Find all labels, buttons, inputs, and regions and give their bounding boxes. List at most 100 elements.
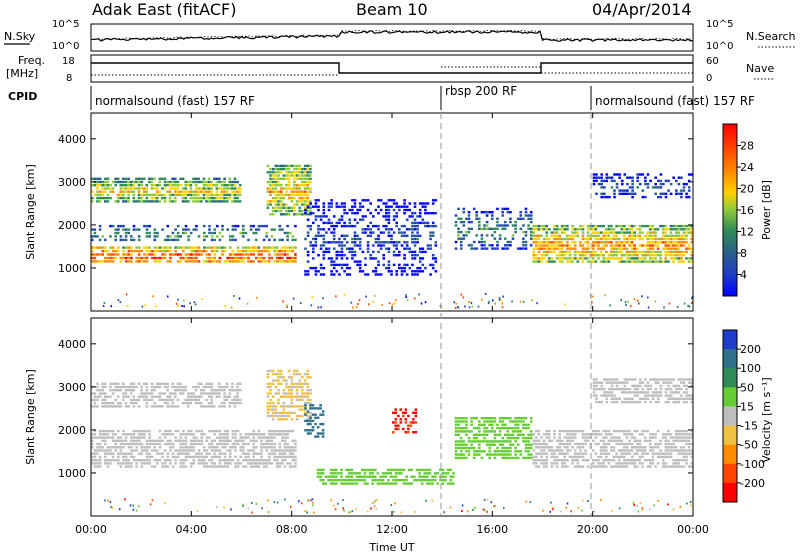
y-tick-label: 4000: [58, 133, 86, 146]
velocity-cb-block: [723, 387, 737, 407]
velocity-colorbar: 200 100 50 15 -15 -50 -100 -200 Velocity [m s⁻¹…: [722, 329, 773, 503]
mode-label-3: normalsound (fast) 157 RF: [595, 94, 755, 108]
x-tick-label: 12:00: [376, 523, 408, 536]
velocity-cb-block: [723, 349, 737, 369]
freq-tick-top: 18: [62, 56, 75, 67]
scatter-region-4: [266, 164, 312, 216]
nsearch-label: N.Search: [746, 30, 796, 43]
x-tick-label: 16:00: [476, 523, 508, 536]
x-axis-label: Time UT: [368, 541, 414, 554]
scatter-region-5: [304, 199, 438, 276]
velocity-colorbar-strip: [722, 329, 738, 503]
y-tick-label: 2000: [58, 424, 86, 437]
x-tick-label: 00:00: [677, 523, 709, 536]
velocity-cb-label: -50: [740, 439, 758, 452]
velocity-cb-block: [723, 444, 737, 465]
velocity-colorbar-ticks: 200 100 50 15 -15 -50 -100 -200: [737, 343, 765, 490]
scatter-region-5: [316, 468, 455, 485]
x-tick-label: 20:00: [577, 523, 609, 536]
y-tick-label: 2000: [58, 219, 86, 232]
velocity-cb-label: 15: [740, 400, 754, 413]
power-panel: Slant Range [km] 4000 3000 2000 1000: [24, 112, 694, 312]
velocity-panel: Slant Range [km] 4000 3000 2000 1000: [24, 317, 694, 517]
velocity-frame: [90, 317, 694, 517]
scatter-region-7: [454, 417, 533, 460]
y-tick-label: 1000: [58, 467, 86, 480]
freq-label: Freq.: [18, 54, 45, 67]
power-colorbar-strip: [722, 123, 738, 297]
noise-tick-bottom-right: 10^0: [706, 41, 733, 52]
velocity-cb-label: -200: [740, 477, 765, 490]
power-ylabel: Slant Range [km]: [24, 164, 37, 260]
velocity-cb-block: [723, 463, 737, 484]
velocity-ylabel: Slant Range [km]: [24, 369, 37, 465]
scatter-region-8: [532, 429, 693, 468]
power-colorbar-label: Power [dB]: [760, 180, 773, 240]
beam-title: Beam 10: [356, 0, 428, 19]
velocity-colorbar-label: Velocity [m s⁻¹]: [760, 377, 773, 462]
power-cb-label: 12: [740, 226, 754, 239]
nave-label: Nave: [746, 62, 774, 75]
scatter-region-2: [91, 382, 242, 408]
nsky-trace: [90, 30, 694, 42]
y-tick-label: 3000: [58, 381, 86, 394]
y-tick-label: 4000: [58, 338, 86, 351]
freq-unit-label: [MHz]: [6, 67, 38, 80]
freq-trace: [91, 62, 693, 74]
power-cb-label: 20: [740, 183, 754, 196]
power-yticks: 4000 3000 2000 1000: [58, 133, 693, 275]
nave-tick-top: 60: [706, 56, 719, 67]
scatter-region-6: [392, 408, 418, 434]
scatter-region-3: [91, 177, 242, 203]
velocity-cb-label: -15: [740, 420, 758, 433]
scatter-region-1: [91, 429, 297, 468]
power-cb-label: 28: [740, 140, 754, 153]
velocity-cb-label: -100: [740, 458, 765, 471]
nave-trace: [91, 66, 693, 76]
scatter-region-4: [304, 404, 325, 438]
freq-panel: Freq. [MHz] 18 8 60 0 Nave: [6, 54, 774, 84]
power-colorbar-ticks: 28 24 20 16 12 8 4: [737, 140, 754, 282]
power-colorbar: 28 24 20 16 12 8 4 Power [dB]: [722, 123, 773, 297]
nave-tick-bottom: 0: [706, 73, 712, 84]
nsearch-trace: [91, 29, 694, 41]
noise-tick-bottom-left: 10^0: [52, 41, 79, 52]
power-heatmap: [91, 164, 694, 309]
noise-tick-top-left: 10^5: [52, 19, 79, 30]
velocity-heatmap: [91, 369, 693, 514]
noise-panel: N.Sky 10^5 10^0 10^5 10^0 N.Search: [4, 19, 796, 52]
power-cb-label: 8: [740, 247, 747, 260]
velocity-cb-block: [723, 368, 737, 388]
mode-label-2: rbsp 200 RF: [445, 84, 517, 98]
near-range-specks: [102, 293, 694, 309]
noise-tick-top-right: 10^5: [706, 19, 733, 30]
velocity-cb-label: 100: [740, 362, 761, 375]
velocity-cb-label: 200: [740, 343, 761, 356]
cpid-label: CPID: [8, 90, 37, 103]
y-tick-label: 3000: [58, 176, 86, 189]
velocity-cb-block: [723, 406, 737, 426]
velocity-cb-block: [723, 425, 737, 446]
power-frame: [90, 112, 694, 312]
x-tick-label: 08:00: [276, 523, 308, 536]
velocity-yticks: 4000 3000 2000 1000: [58, 338, 693, 480]
near-range-specks: [104, 498, 692, 514]
scatter-region-2: [91, 224, 297, 242]
x-tick-label: 04:00: [175, 523, 207, 536]
power-cb-label: 4: [740, 269, 747, 282]
radar-title: Adak East (fitACF): [92, 0, 236, 19]
date-title: 04/Apr/2014: [592, 0, 692, 19]
scatter-region-9: [592, 378, 693, 404]
nsky-label: N.Sky: [4, 30, 36, 43]
scatter-region-7: [532, 224, 693, 263]
y-tick-label: 1000: [58, 262, 86, 275]
scatter-region-3: [266, 369, 312, 421]
mode-label-1: normalsound (fast) 157 RF: [95, 94, 255, 108]
scatter-region-8: [592, 173, 693, 199]
time-axis: 00:00 04:00 08:00 12:00 16:00 20:00 00:00: [75, 113, 709, 536]
velocity-cb-label: 50: [740, 381, 754, 394]
velocity-cb-block: [723, 482, 737, 503]
cpid-band: CPID normalsound (fast) 157 RF rbsp 200 …: [8, 84, 755, 110]
scatter-region-6: [454, 207, 533, 250]
velocity-cb-frame: [722, 329, 738, 503]
